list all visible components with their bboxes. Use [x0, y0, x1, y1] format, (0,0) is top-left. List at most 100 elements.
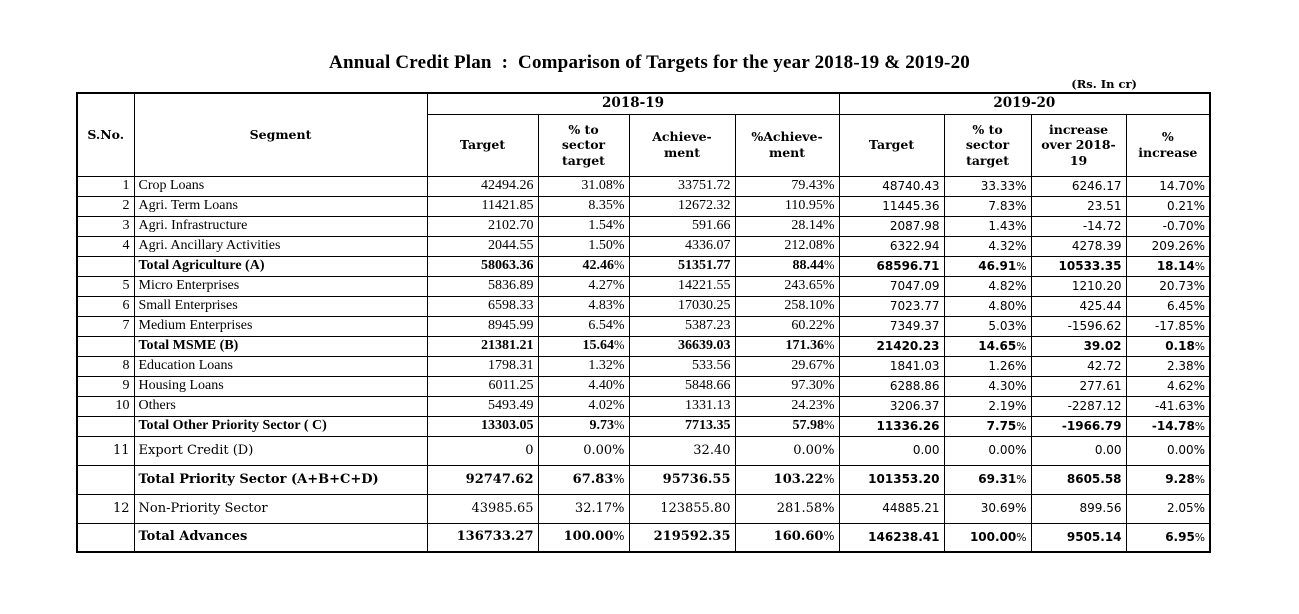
table-cell: 5.03%: [943, 315, 1032, 337]
table-cell: 14221.55: [628, 275, 736, 297]
table-cell: 425.44: [1030, 295, 1127, 317]
table-cell: 4.27%: [537, 275, 630, 297]
percent-sign: %: [1194, 259, 1206, 273]
header-pct-achievement-2018: %Achieve- ment: [734, 113, 840, 177]
percent-sign: %: [823, 529, 835, 544]
table-cell: 28.14%: [734, 215, 840, 237]
table-cell: 30.69%: [943, 493, 1032, 524]
table-cell: 51351.77: [628, 255, 736, 277]
table-cell: 9.73%: [537, 415, 630, 437]
table-cell: -0.70%: [1125, 215, 1211, 237]
table-cell: 1210.20: [1030, 275, 1127, 297]
table-row: 4 Agri. Ancillary Activities 2044.55 1.50% 4…: [76, 235, 1211, 257]
row-segment: Others: [133, 395, 428, 417]
year-band-2019-20: 2019-20: [838, 92, 1211, 115]
table-cell: 0.18%: [1125, 335, 1211, 357]
table-cell: 92747.62: [426, 464, 539, 495]
table-cell: 100.00%: [537, 522, 630, 553]
header-target-2019: Target: [838, 113, 945, 177]
table-row: 5 Micro Enterprises 5836.89 4.27% 14221.55 24…: [76, 275, 1211, 297]
table-row: Total Other Priority Sector ( C) 13303.05…: [76, 415, 1211, 437]
table-cell: 4.40%: [537, 375, 630, 397]
table-cell: 5848.66: [628, 375, 736, 397]
table-cell: -14.78%: [1125, 415, 1211, 437]
percent-sign: %: [824, 337, 835, 352]
percent-sign: %: [614, 337, 625, 352]
table-cell: 277.61: [1030, 375, 1127, 397]
table-cell: 281.58%: [734, 493, 840, 524]
table-cell: 209.26%: [1125, 235, 1211, 257]
table-cell: 7.75%: [943, 415, 1032, 437]
table-cell: 7.83%: [943, 195, 1032, 217]
percent-sign: %: [1194, 339, 1206, 353]
table-cell: 899.56: [1030, 493, 1127, 524]
table-cell: 8605.58: [1030, 464, 1127, 495]
table-cell: 7047.09: [838, 275, 945, 297]
table-cell: 6246.17: [1030, 175, 1127, 197]
table-cell: 11421.85: [426, 195, 539, 217]
percent-sign: %: [613, 471, 625, 486]
table-cell: 171.36%: [734, 335, 840, 357]
table-cell: -1966.79: [1030, 415, 1127, 437]
table-cell: 10533.35: [1030, 255, 1127, 277]
table-cell: 4.80%: [943, 295, 1032, 317]
table-cell: 17030.25: [628, 295, 736, 317]
table-cell: 7023.77: [838, 295, 945, 317]
percent-sign: %: [1194, 419, 1206, 433]
table-cell: 6288.86: [838, 375, 945, 397]
table-cell: 7713.35: [628, 415, 736, 437]
table-cell: 2.38%: [1125, 355, 1211, 377]
row-sno: 6: [76, 295, 135, 317]
table-cell: 58063.36: [426, 255, 539, 277]
table-cell: 591.66: [628, 215, 736, 237]
row-sno: 2: [76, 195, 135, 217]
table-cell: 0.21%: [1125, 195, 1211, 217]
table-cell: 4.30%: [943, 375, 1032, 397]
table-cell: 7349.37: [838, 315, 945, 337]
table-cell: 4.82%: [943, 275, 1032, 297]
table-cell: 2.05%: [1125, 493, 1211, 524]
percent-sign: %: [1016, 473, 1027, 487]
table-cell: 6.95%: [1125, 522, 1211, 553]
row-sno: [76, 335, 135, 357]
table-cell: 6011.25: [426, 375, 539, 397]
row-sno: [76, 522, 135, 553]
row-sno: 12: [76, 493, 135, 524]
table-cell: 243.65%: [734, 275, 840, 297]
table-cell: 533.56: [628, 355, 736, 377]
table-cell: 146238.41: [838, 522, 945, 553]
percent-sign: %: [614, 417, 625, 432]
table-row: Total MSME (B) 21381.21 15.64% 36639.03 171.…: [76, 335, 1211, 357]
row-segment: Small Enterprises: [133, 295, 428, 317]
table-cell: 29.67%: [734, 355, 840, 377]
table-cell: 2044.55: [426, 235, 539, 257]
table-cell: 33751.72: [628, 175, 736, 197]
table-cell: 46.91%: [943, 255, 1032, 277]
percent-sign: %: [824, 257, 835, 272]
table-cell: 6322.94: [838, 235, 945, 257]
table-cell: 95736.55: [628, 464, 736, 495]
table-cell: 12672.32: [628, 195, 736, 217]
table-cell: 4278.39: [1030, 235, 1127, 257]
table-cell: 31.08%: [537, 175, 630, 197]
header-target-2018: Target: [426, 113, 539, 177]
page-title: Annual Credit Plan : Comparison of Targe…: [329, 52, 970, 73]
percent-sign: %: [1016, 419, 1027, 433]
table-cell: 8945.99: [426, 315, 539, 337]
table-cell: 11445.36: [838, 195, 945, 217]
table-cell: 101353.20: [838, 464, 945, 495]
year-band-row: S.No. Segment 2018-19 2019-20: [76, 92, 1211, 177]
percent-sign: %: [1016, 259, 1027, 273]
row-sno: 7: [76, 315, 135, 337]
table-cell: 103.22%: [734, 464, 840, 495]
table-cell: 5836.89: [426, 275, 539, 297]
table-cell: 33.33%: [943, 175, 1032, 197]
column-header-row: Target % to sector target Achieve- ment …: [77, 113, 1211, 177]
table-cell: 39.02: [1030, 335, 1127, 357]
table-cell: 2087.98: [838, 215, 945, 237]
header-increase-over-2018-19: increase over 2018- 19: [1030, 113, 1127, 177]
row-segment: Total MSME (B): [133, 335, 428, 357]
table-cell: 20.73%: [1125, 275, 1211, 297]
row-segment: Agri. Term Loans: [133, 195, 428, 217]
table-cell: 13303.05: [426, 415, 539, 437]
